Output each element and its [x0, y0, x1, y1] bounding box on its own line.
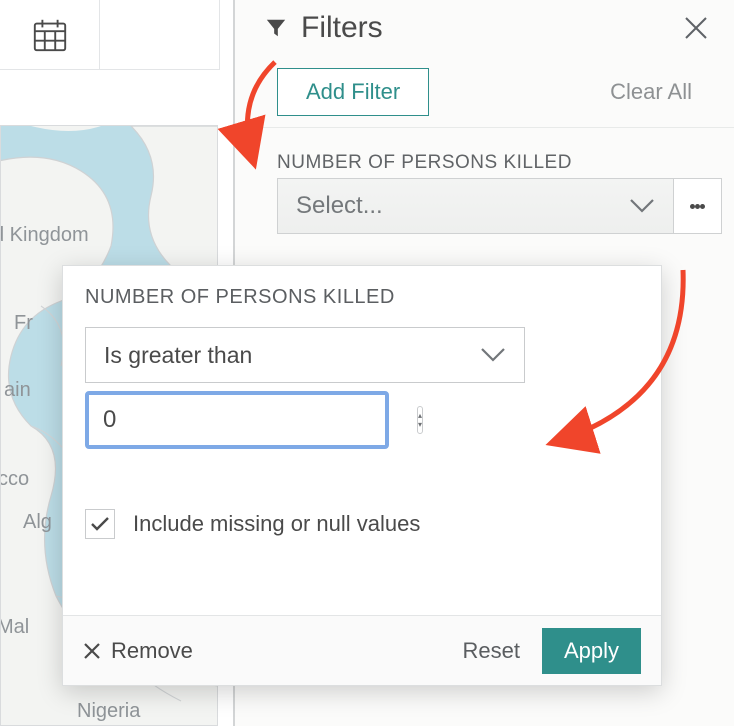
- remove-label: Remove: [111, 638, 193, 664]
- map-label: Nigeria: [77, 700, 140, 723]
- top-toolbar: [0, 0, 220, 70]
- add-filter-button[interactable]: Add Filter: [277, 68, 429, 116]
- include-missing-checkbox[interactable]: [85, 509, 115, 539]
- funnel-icon: [265, 17, 287, 39]
- filter-value-select[interactable]: Select...: [277, 178, 674, 234]
- filters-title: Filters: [301, 11, 383, 45]
- calendar-button[interactable]: [0, 0, 100, 69]
- chevron-down-icon: [629, 198, 655, 214]
- remove-button[interactable]: Remove: [83, 638, 193, 664]
- value-input-wrap: ▴ ▾: [85, 391, 389, 449]
- map-label: d Kingdom: [0, 224, 89, 247]
- clear-all-button[interactable]: Clear All: [610, 79, 692, 105]
- chevron-down-icon: [480, 347, 506, 363]
- include-missing-label: Include missing or null values: [133, 511, 420, 537]
- operator-selected-value: Is greater than: [104, 342, 252, 369]
- reset-button[interactable]: Reset: [462, 638, 519, 664]
- map-label: Mal: [0, 616, 29, 639]
- calendar-icon: [31, 16, 69, 54]
- number-spinner[interactable]: ▴ ▾: [417, 406, 423, 434]
- close-icon: [83, 642, 101, 660]
- filter-editor-popover: NUMBER OF PERSONS KILLED Is greater than…: [62, 265, 662, 686]
- filter-field-label: NUMBER OF PERSONS KILLED: [235, 128, 734, 178]
- check-icon: [90, 516, 110, 532]
- editor-footer: Remove Reset Apply: [63, 615, 661, 685]
- filter-select-row: Select...: [235, 178, 734, 234]
- toolbar-empty-cell: [100, 0, 200, 69]
- map-label: Alg: [23, 511, 52, 534]
- include-missing-row: Include missing or null values: [85, 509, 639, 539]
- close-icon[interactable]: [682, 14, 710, 42]
- filter-select-placeholder: Select...: [296, 192, 383, 220]
- map-label: ain: [4, 379, 31, 402]
- apply-button[interactable]: Apply: [542, 628, 641, 674]
- value-input[interactable]: [99, 406, 417, 434]
- filter-options-kebab[interactable]: [674, 178, 722, 234]
- editor-field-label: NUMBER OF PERSONS KILLED: [85, 286, 639, 309]
- operator-select[interactable]: Is greater than: [85, 327, 525, 383]
- spinner-down-icon: ▾: [418, 420, 422, 429]
- filters-header: Filters: [235, 0, 734, 56]
- spinner-up-icon: ▴: [418, 411, 422, 420]
- map-label: cco: [0, 468, 29, 491]
- filters-actions-row: Add Filter Clear All: [235, 56, 734, 128]
- map-label: Fr: [14, 312, 33, 335]
